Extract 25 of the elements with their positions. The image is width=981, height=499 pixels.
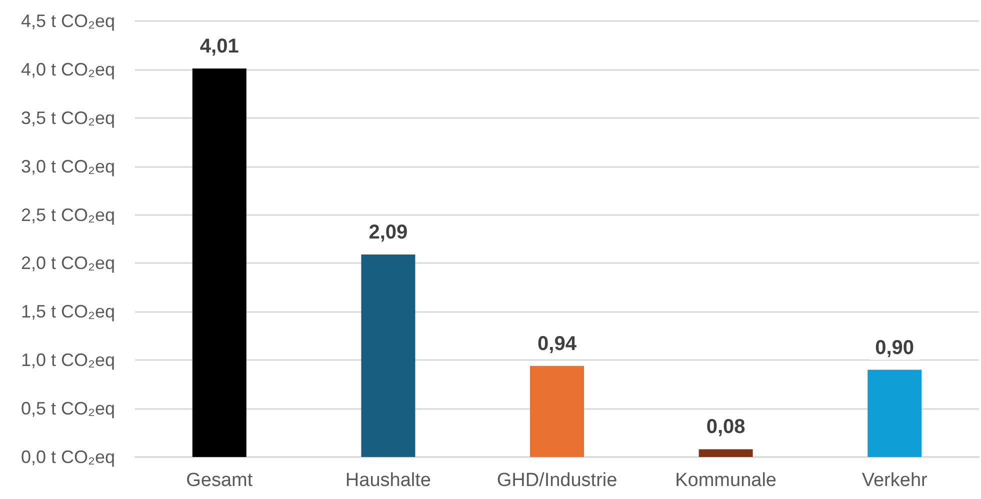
y-tick-label: 0,5 t CO₂eq <box>20 398 115 419</box>
bar <box>192 68 246 457</box>
y-tick-label: 3,5 t CO₂eq <box>20 108 115 128</box>
data-label: 2,09 <box>368 222 408 244</box>
y-tick-label: 2,5 t CO₂eq <box>20 204 115 225</box>
data-label: 0,08 <box>706 416 746 438</box>
x-tick-label: Gesamt <box>186 470 254 491</box>
data-label: 4,01 <box>200 35 239 58</box>
y-tick-label: 1,0 t CO₂eq <box>20 350 115 370</box>
x-tick-label: Kommunale <box>675 470 776 491</box>
x-tick-label: GHD/Industrie <box>496 470 618 491</box>
y-tick-label: 1,5 t CO₂eq <box>20 302 115 322</box>
y-tick-label: 2,0 t CO₂eq <box>20 253 115 274</box>
x-tick-label: Verkehr <box>862 470 928 491</box>
y-tick-label: 4,0 t CO₂eq <box>20 59 115 80</box>
y-tick-label: 0,0 t CO₂eq <box>20 447 115 467</box>
y-tick-label: 3,0 t CO₂eq <box>20 156 115 176</box>
bar <box>530 366 584 457</box>
data-label: 0,90 <box>875 336 914 359</box>
bar <box>361 254 416 457</box>
bar <box>868 370 922 457</box>
bar <box>698 449 753 457</box>
y-tick-label: 4,5 t CO₂eq <box>20 11 115 31</box>
x-tick-label: Haushalte <box>345 470 431 491</box>
data-label: 0,94 <box>538 332 578 355</box>
